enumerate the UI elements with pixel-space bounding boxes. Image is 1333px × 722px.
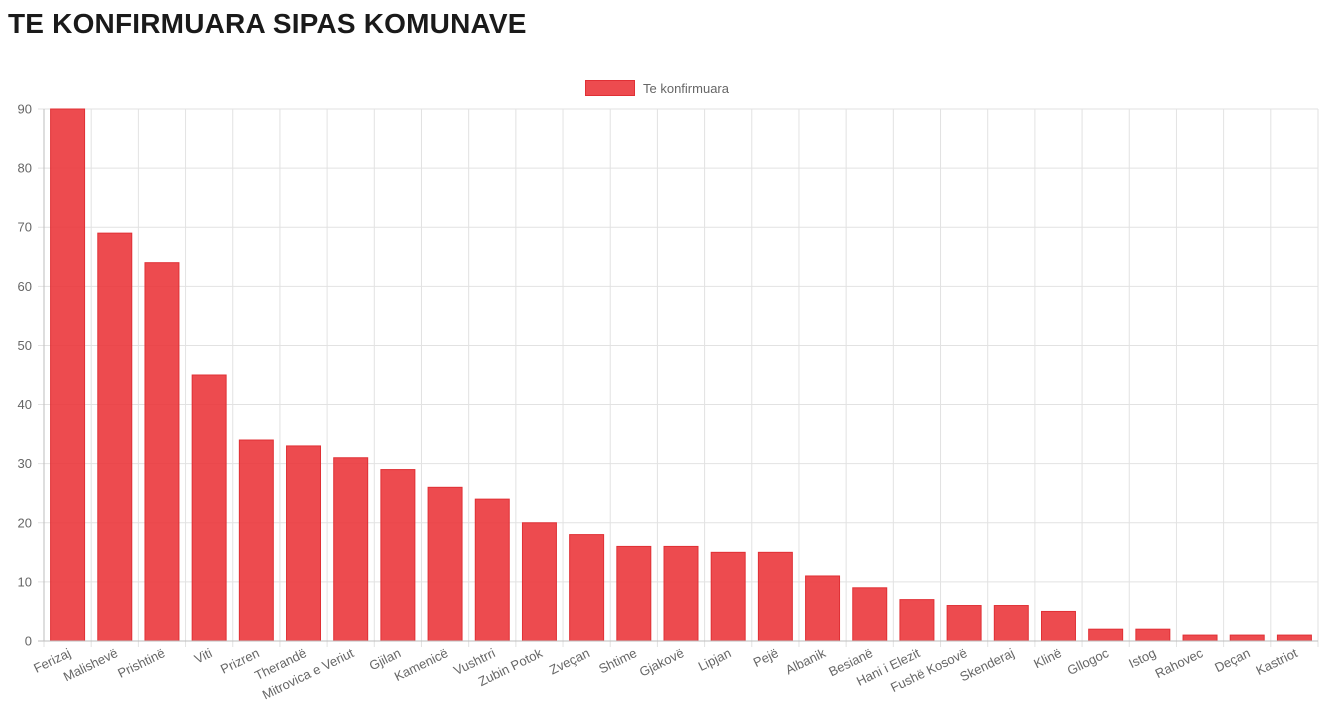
y-tick-label: 50 [18, 338, 32, 353]
bar-deçan[interactable] [1229, 634, 1265, 642]
bar-kastriot[interactable] [1276, 634, 1312, 642]
x-tick-label: Lipjan [696, 645, 734, 674]
bar-albanik[interactable] [805, 575, 841, 642]
x-tick-label: Rahovec [1153, 645, 1206, 681]
x-tick-label: Albanik [783, 645, 828, 677]
x-tick-label: Kastriot [1254, 645, 1301, 678]
legend-swatch [585, 80, 635, 96]
y-axis-ticks: 0 10 20 30 40 50 60 70 80 90 [18, 102, 32, 649]
bar-shtime[interactable] [616, 545, 652, 642]
bar-istog[interactable] [1135, 628, 1171, 642]
legend-label: Te konfirmuara [643, 80, 729, 96]
y-tick-label: 0 [25, 634, 32, 649]
x-tick-label: Zveçan [547, 645, 592, 677]
bar-lipjan[interactable] [710, 551, 746, 642]
y-tick-label: 80 [18, 161, 32, 176]
bar-kamenicë[interactable] [427, 486, 463, 642]
bar-hani-i-elezit[interactable] [899, 599, 935, 642]
chart-axes [38, 109, 1318, 642]
chart-grid [38, 108, 1319, 647]
bar-zveçan[interactable] [569, 534, 605, 642]
page-title: TE KONFIRMUARA SIPAS KOMUNAVE [8, 8, 527, 39]
x-tick-label: Pejë [751, 645, 781, 670]
y-tick-label: 20 [18, 515, 32, 530]
bar-prishtinë[interactable] [144, 262, 180, 642]
chart-legend[interactable]: Te konfirmuara [585, 80, 729, 96]
y-tick-label: 60 [18, 279, 32, 294]
bar-gjilan[interactable] [380, 469, 416, 642]
bar-fushë-kosovë[interactable] [946, 605, 982, 642]
x-tick-label: Skenderaj [957, 645, 1016, 684]
bar-mitrovica-e-veriut[interactable] [333, 457, 369, 642]
x-tick-label: Kamenicë [392, 645, 451, 684]
bar-zubin-potok[interactable] [521, 522, 557, 642]
bar-malishevë[interactable] [97, 232, 133, 642]
y-tick-label: 30 [18, 456, 32, 471]
y-tick-label: 10 [18, 574, 32, 589]
bar-vushtrri[interactable] [474, 498, 510, 642]
bar-pejë[interactable] [757, 551, 793, 642]
x-tick-label: Viti [192, 645, 215, 666]
bar-gllogoc[interactable] [1088, 628, 1124, 642]
bar-skenderaj[interactable] [993, 605, 1029, 642]
x-tick-label: Malishevë [61, 645, 120, 684]
x-tick-label: Klinë [1031, 645, 1064, 671]
y-tick-label: 40 [18, 397, 32, 412]
x-tick-label: Deçan [1212, 645, 1252, 675]
bar-rahovec[interactable] [1182, 634, 1218, 642]
bar-besianë[interactable] [852, 587, 888, 642]
y-tick-label: 90 [18, 102, 32, 117]
x-tick-label: Gllogoc [1065, 645, 1112, 678]
chart-bars [50, 108, 1312, 642]
bar-therandë[interactable] [286, 445, 322, 642]
bar-gjakovë[interactable] [663, 545, 699, 642]
bar-klinë[interactable] [1040, 610, 1076, 642]
x-tick-label: Gjakovë [637, 645, 686, 679]
y-tick-label: 70 [18, 220, 32, 235]
bar-ferizaj[interactable] [50, 108, 86, 642]
bar-prizren[interactable] [238, 439, 274, 642]
x-tick-label: Shtime [596, 645, 639, 676]
x-tick-label: Prishtinë [115, 645, 167, 681]
bar-viti[interactable] [191, 374, 227, 642]
